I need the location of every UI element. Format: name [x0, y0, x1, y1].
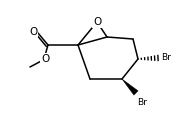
- Polygon shape: [122, 79, 138, 95]
- Text: O: O: [41, 54, 49, 64]
- Text: O: O: [29, 27, 37, 37]
- Text: Br: Br: [137, 98, 147, 107]
- Text: O: O: [93, 17, 101, 27]
- Text: Br: Br: [161, 53, 171, 62]
